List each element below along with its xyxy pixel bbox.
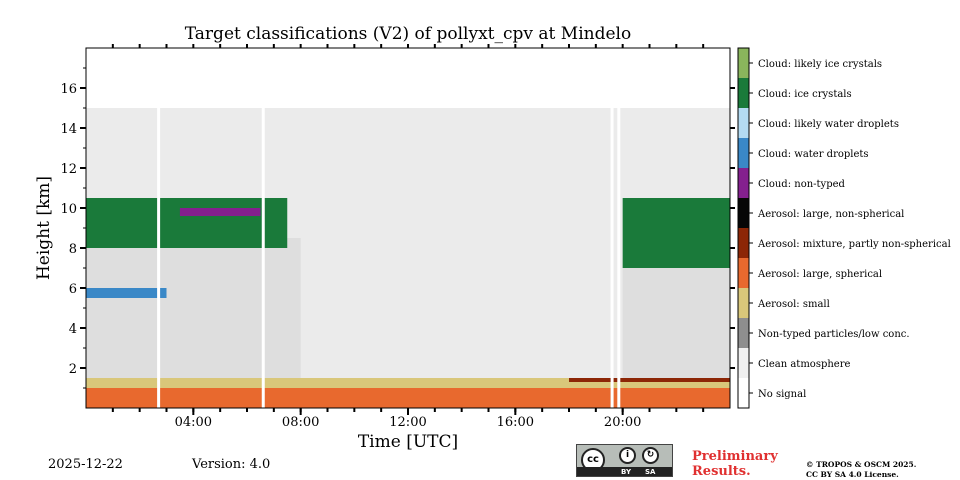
class-layer-7 [622, 198, 730, 268]
badge-strip [577, 467, 672, 476]
version-label: Version: 4.0 [192, 457, 271, 472]
x-tick-label: 16:00 [497, 415, 534, 430]
y-axis: 2 4 6 8 10 12 14 16 [60, 67, 735, 389]
data-gap-3 [617, 48, 621, 408]
y-axis-label: Height [km] [34, 175, 54, 281]
colorbar-label: Cloud: likely ice crystals [758, 59, 882, 70]
badge-by-text: BY [621, 468, 632, 476]
x-axis-label: Time [UTC] [357, 432, 459, 452]
attribution-icon: i [619, 447, 636, 464]
y-tick-label: 8 [69, 242, 77, 257]
colorbar-label: Cloud: water droplets [758, 149, 869, 160]
classification-heatmap [86, 48, 730, 408]
cc-license-badge: cc i ↻ BY SA [576, 444, 673, 477]
colorbar-label: No signal [758, 389, 806, 400]
badge-sa-text: SA [645, 468, 656, 476]
colorbar-segment [738, 228, 749, 258]
y-tick-label: 10 [60, 202, 77, 217]
class-layer-4 [622, 258, 730, 378]
class-layer-6 [86, 198, 288, 248]
colorbar-segment [738, 108, 749, 138]
colorbar-label: Clean atmosphere [758, 359, 851, 370]
y-tick-label: 2 [69, 362, 77, 377]
colorbar-segment [738, 138, 749, 168]
colorbar-label: Non-typed particles/low conc. [758, 329, 910, 340]
colorbar-segment [738, 168, 749, 198]
preliminary-line-2: Results. [692, 464, 751, 479]
colorbar-segment [738, 348, 749, 378]
data-gap-1 [261, 48, 265, 408]
preliminary-line-1: Preliminary [692, 449, 778, 464]
colorbar-segment [738, 48, 749, 78]
colorbar-segment [738, 288, 749, 318]
data-gap-0 [157, 48, 161, 408]
date-label: 2025-12-22 [48, 457, 123, 472]
colorbar-label: Aerosol: mixture, partly non-spherical [757, 239, 951, 250]
colorbar-label: Cloud: likely water droplets [758, 119, 899, 130]
colorbar: No signal Clean atmosphere Non-typed parti… [737, 47, 951, 409]
data-gap-2 [610, 48, 614, 408]
preliminary-results-note: Preliminary Results. [692, 449, 778, 479]
class-layer-3 [86, 238, 301, 378]
colorbar-label: Aerosol: small [757, 299, 830, 310]
colorbar-segment [738, 318, 749, 348]
class-layer-2 [569, 378, 730, 382]
x-tick-label: 12:00 [389, 415, 426, 430]
y-tick-label: 12 [60, 162, 77, 177]
x-axis: 04:00 08:00 12:00 16:00 20:00 [111, 44, 705, 430]
x-tick-label: 20:00 [604, 415, 641, 430]
x-tick-label: 08:00 [282, 415, 319, 430]
y-tick-label: 4 [69, 322, 77, 337]
colorbar-segment [738, 198, 749, 228]
class-layer-8 [86, 288, 167, 298]
y-tick-label: 6 [69, 282, 77, 297]
colorbar-label: Cloud: ice crystals [758, 89, 852, 100]
chart-title: Target classifications (V2) of pollyxt_c… [184, 24, 632, 44]
copyright-line-1: © TROPOS & OSCM 2025. [806, 460, 917, 469]
y-tick-label: 14 [60, 122, 77, 137]
class-layer-1 [86, 378, 730, 388]
colorbar-label: Aerosol: large, spherical [757, 269, 882, 280]
colorbar-frame [737, 47, 750, 409]
y-tick-label: 16 [60, 82, 77, 97]
x-tick-label: 04:00 [175, 415, 212, 430]
colorbar-segment [738, 258, 749, 288]
copyright-line-2: CC BY SA 4.0 License. [806, 470, 899, 479]
colorbar-label: Cloud: non-typed [758, 179, 846, 190]
copyright-note: © TROPOS & OSCM 2025. CC BY SA 4.0 Licen… [806, 460, 916, 480]
colorbar-segment [738, 378, 749, 408]
class-layer-9 [179, 208, 261, 216]
colorbar-segment [738, 78, 749, 108]
colorbar-label: Aerosol: large, non-spherical [757, 209, 904, 220]
share-alike-icon: ↻ [642, 447, 659, 464]
